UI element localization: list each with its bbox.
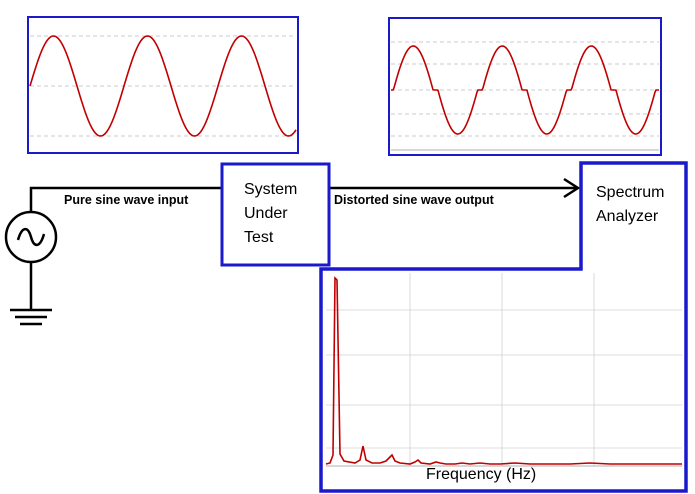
frequency-spectrum-trace [325,276,682,465]
input-panel-frame [27,16,299,154]
analyzer-label-line-1: Spectrum [596,184,665,201]
distorted-sine-waveform [391,45,659,135]
system-under-test-box [220,162,331,267]
spectrum-grid [326,273,682,466]
output-waveform-panel [388,17,662,156]
arrowhead-icon [563,177,581,199]
sut-label-line-1: System [244,181,298,198]
input-label: Pure sine wave input [64,193,189,207]
input-panel-grid [30,35,296,137]
sut-label-line-2: Under [244,205,288,222]
input-waveform-panel [27,16,299,154]
pure-sine-waveform [29,35,297,137]
ac-source-tilde [16,227,46,247]
output-label: Distorted sine wave output [334,193,494,207]
system-under-test-label: System Under Test [244,178,297,250]
input-wire [29,186,222,212]
spectrum-analyzer-label: Spectrum Analyzer [596,181,664,229]
ground-icon [10,308,52,326]
output-panel-frame [388,17,662,156]
analyzer-label-line-2: Analyzer [596,208,659,225]
signal-wires [29,186,578,310]
spectrum-analyzer-outline [319,161,688,493]
sut-label-line-3: Test [244,229,274,246]
ac-source-icon [4,210,58,264]
frequency-axis-label: Frequency (Hz) [426,466,537,483]
